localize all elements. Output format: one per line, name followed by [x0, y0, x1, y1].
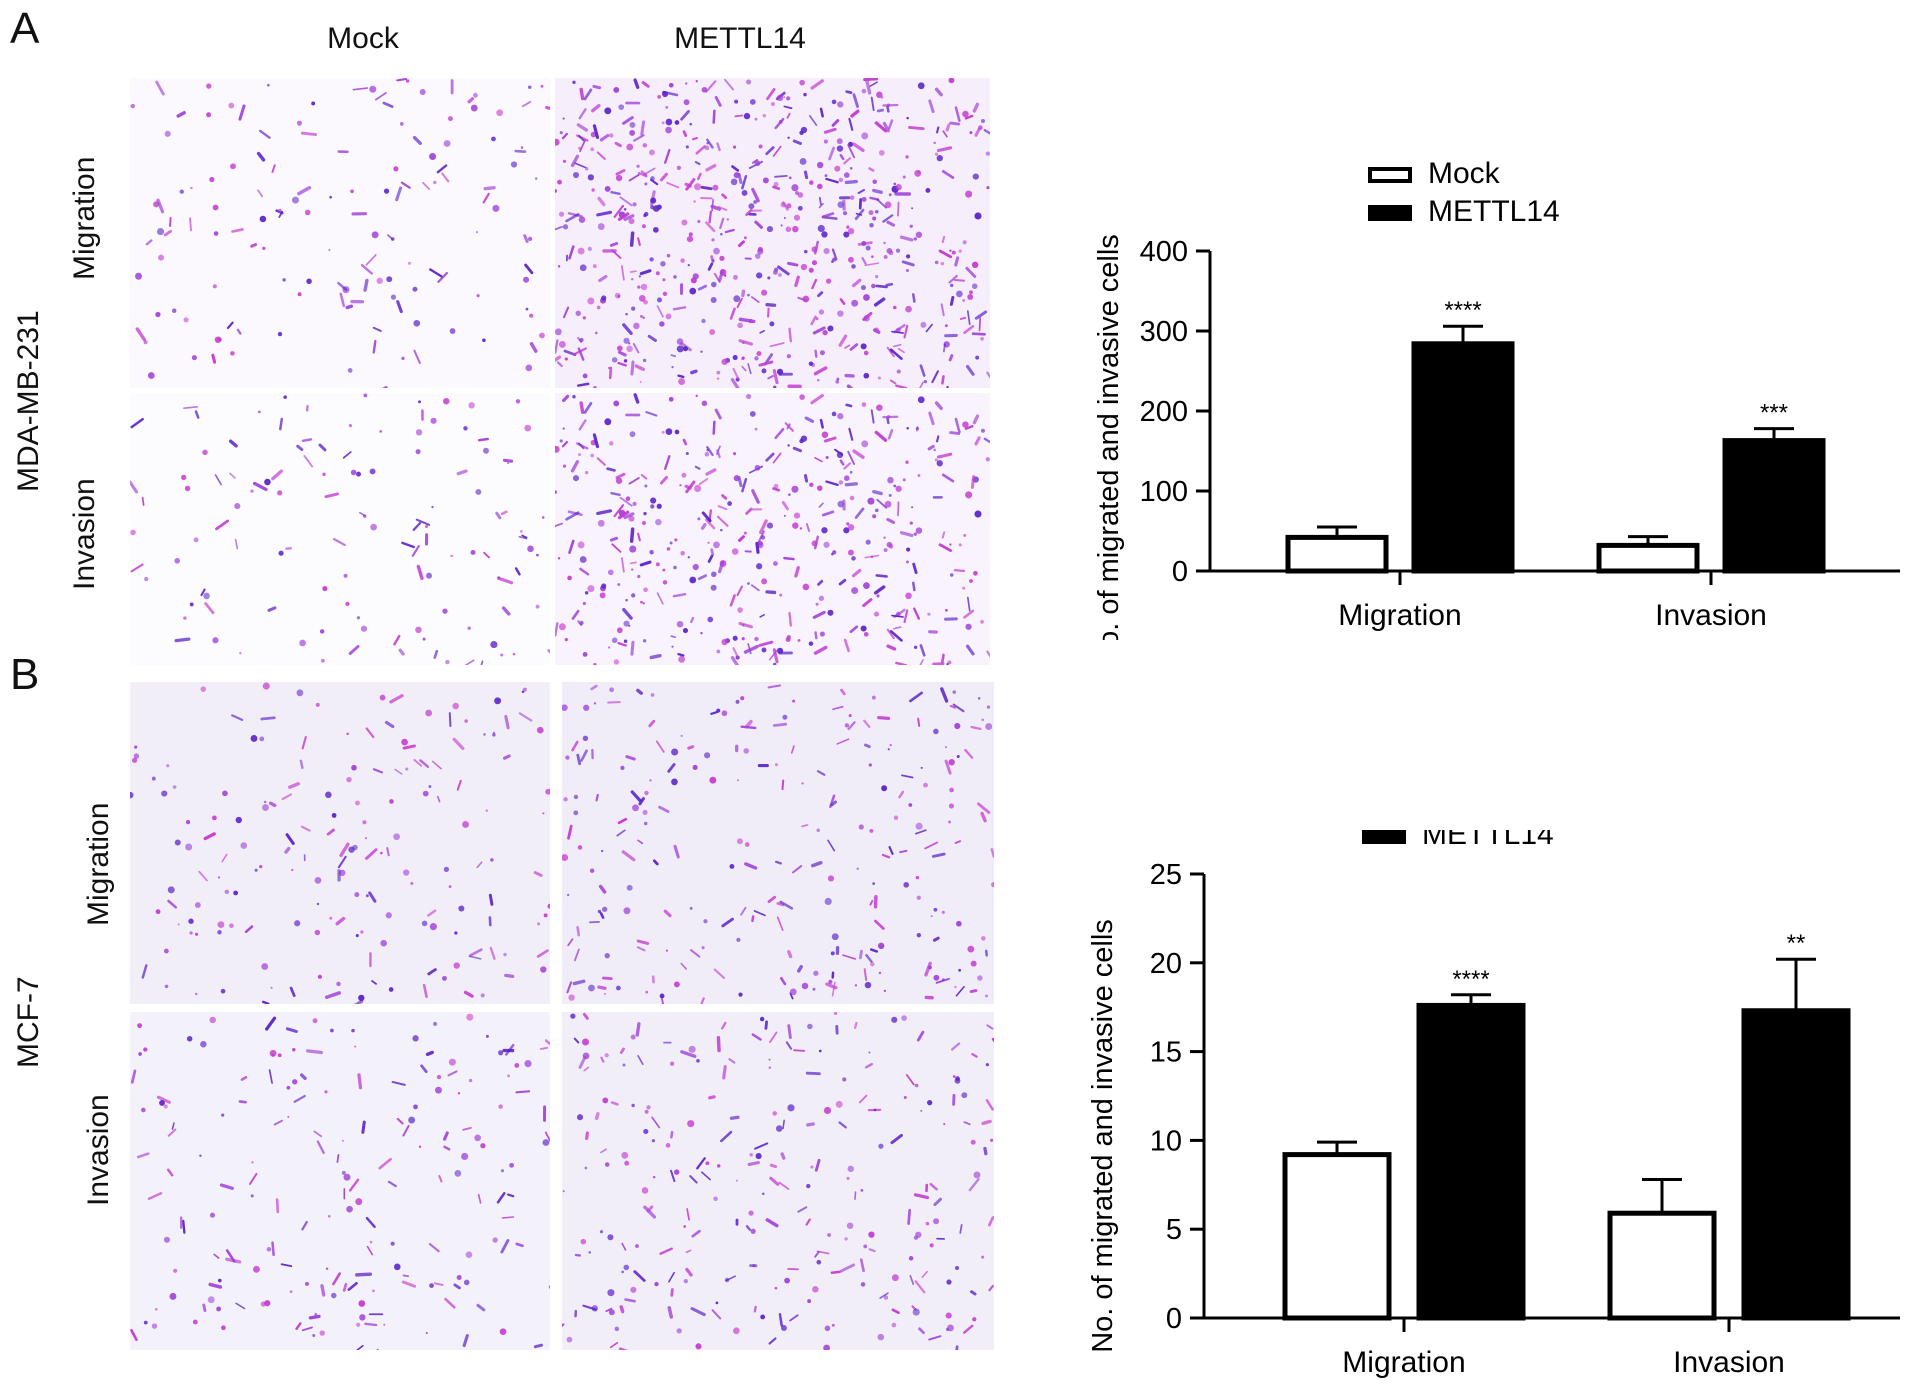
cell-line-label-mda-mb-231: MDA-MB-231 — [12, 310, 45, 492]
legend-label-mettl14: METTL14 — [1428, 195, 1560, 228]
significance-label: *** — [1760, 400, 1788, 427]
bar-mettl14-migration — [1411, 341, 1515, 574]
micrograph-b-mock-invasion — [130, 1012, 550, 1350]
micrograph-b-mettl14-invasion — [562, 1012, 994, 1350]
bar-chart-b: 0 5 10 15 20 25 No. of migrated and invasive c… — [1087, 830, 1900, 1379]
micrograph-a-mettl14-invasion — [555, 393, 990, 665]
y-tick-label: 10 — [1150, 1125, 1182, 1157]
micrograph-a-mettl14-migration — [555, 78, 990, 388]
y-tick-label: 20 — [1150, 948, 1182, 980]
y-tick-label: 0 — [1172, 556, 1188, 588]
bar-mettl14-migration — [1416, 1002, 1526, 1321]
y-tick-label: 5 — [1166, 1214, 1182, 1246]
legend-swatch-mettl14 — [1368, 205, 1412, 221]
legend-swatch-mettl14 — [1362, 830, 1406, 844]
legend-swatch-mock — [1368, 167, 1412, 183]
x-tick-label-invasion: Invasion — [1673, 1346, 1785, 1379]
legend-label-mettl14: METTL14 — [1422, 830, 1554, 851]
micrograph-a-mock-invasion — [130, 393, 550, 665]
micrograph-b-mock-migration — [130, 682, 550, 1004]
y-tick-label: 15 — [1150, 1037, 1182, 1069]
y-axis-label: No. of migrated and invasive cells — [1093, 234, 1125, 640]
bar-mock-migration — [1285, 534, 1389, 574]
significance-label: ** — [1787, 930, 1806, 957]
y-tick-label: 25 — [1150, 859, 1182, 891]
x-tick-label-invasion: Invasion — [1655, 599, 1767, 632]
y-tick-label: 200 — [1140, 396, 1188, 428]
row-label-invasion-b: Invasion — [82, 1094, 115, 1206]
row-label-migration-b: Migration — [82, 802, 115, 926]
x-tick-label-migration: Migration — [1338, 599, 1461, 632]
bar-chart-a: 0 100 200 300 400 No. of migrated and invasiv… — [1093, 157, 1900, 640]
x-tick-label-migration: Migration — [1342, 1346, 1465, 1379]
significance-label: **** — [1444, 297, 1481, 324]
panel-letter-a: A — [10, 4, 40, 53]
bar-mettl14-invasion — [1741, 1008, 1851, 1321]
column-header-mettl14: METTL14 — [674, 22, 806, 55]
bar-mock-migration — [1282, 1152, 1392, 1321]
micrograph-a-mock-migration — [130, 78, 550, 388]
micrograph-b-mettl14-migration — [562, 682, 994, 1004]
y-tick-label: 0 — [1166, 1303, 1182, 1335]
significance-label: **** — [1452, 966, 1489, 993]
y-axis-label: No. of migrated and invasive cells — [1087, 919, 1119, 1353]
cell-line-label-mcf-7: MCF-7 — [12, 976, 45, 1068]
column-header-mock: Mock — [327, 22, 399, 55]
y-tick-label: 300 — [1140, 316, 1188, 348]
panel-letter-b: B — [10, 650, 40, 699]
bar-mock-invasion — [1596, 542, 1700, 574]
y-tick-label: 100 — [1140, 476, 1188, 508]
legend-label-mock: Mock — [1428, 157, 1501, 190]
row-label-invasion-a: Invasion — [68, 478, 101, 590]
row-label-migration-a: Migration — [68, 156, 101, 280]
bar-mettl14-invasion — [1722, 438, 1826, 574]
bar-mock-invasion — [1607, 1210, 1717, 1321]
y-tick-label: 400 — [1140, 236, 1188, 268]
